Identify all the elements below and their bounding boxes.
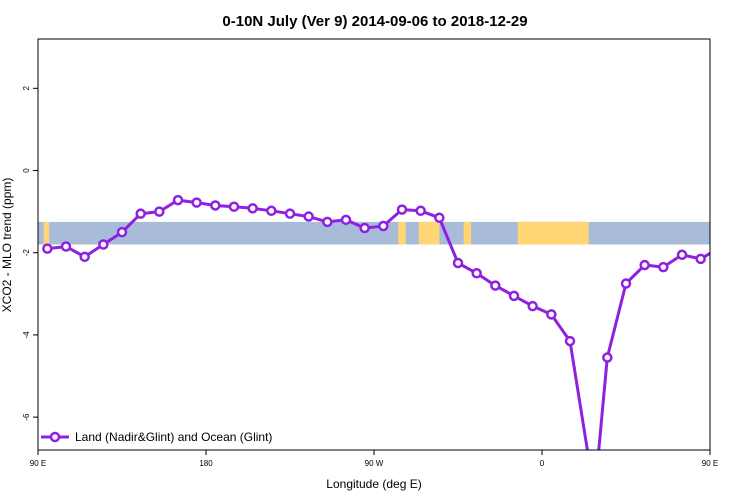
- data-point: [154, 206, 165, 217]
- x-tick-label: 180: [199, 459, 213, 468]
- data-point: [284, 208, 296, 219]
- data-point: [396, 204, 408, 215]
- data-point: [266, 205, 277, 217]
- data-point: [527, 300, 538, 312]
- y-tick-label: -6: [22, 413, 31, 421]
- map-band-land: [418, 221, 440, 245]
- data-point: [359, 222, 370, 234]
- data-point: [98, 239, 109, 250]
- data-point: [378, 220, 389, 232]
- x-tick-label: 0: [540, 459, 545, 468]
- x-axis-label: Longitude (deg E): [326, 477, 421, 491]
- legend-entry-label: Land (Nadir&Glint) and Ocean (Glint): [75, 430, 272, 444]
- data-point: [210, 200, 221, 211]
- data-point: [452, 257, 464, 269]
- data-point: [116, 226, 128, 238]
- data-point: [546, 309, 557, 320]
- x-tick-label: 90 W: [365, 459, 384, 468]
- data-point: [247, 203, 258, 214]
- y-axis-label: XCO2 - MLO trend (ppm): [0, 178, 14, 313]
- data-point: [602, 352, 613, 363]
- y-tick-label: -2: [22, 249, 31, 257]
- y-tick-label: 0: [22, 168, 31, 173]
- x-axis: 90 E 180 90 W 0 90 E: [30, 450, 718, 468]
- data-point: [415, 205, 426, 217]
- legend-marker: [49, 431, 61, 443]
- data-point: [508, 290, 520, 302]
- data-point: [564, 335, 576, 347]
- data-point: [434, 212, 445, 224]
- map-band-land: [463, 221, 472, 245]
- map-band: [38, 221, 710, 245]
- chart-title: 0-10N July (Ver 9) 2014-09-06 to 2018-12…: [222, 13, 527, 30]
- map-band-land: [43, 221, 50, 245]
- data-point: [695, 253, 706, 265]
- data-point: [60, 241, 72, 252]
- data-point: [42, 243, 53, 254]
- data-point: [303, 211, 314, 222]
- series-layer: [42, 194, 710, 450]
- data-point: [658, 261, 669, 273]
- legend: Land (Nadir&Glint) and Ocean (Glint): [41, 430, 272, 444]
- data-point: [490, 280, 501, 291]
- x-tick-label: 90 E: [702, 459, 718, 468]
- data-point: [676, 249, 688, 261]
- map-band-ocean: [38, 221, 710, 245]
- data-point: [228, 201, 240, 212]
- y-tick-label: 2: [22, 86, 31, 91]
- data-point: [471, 268, 482, 279]
- data-point: [79, 251, 90, 263]
- data-point: [135, 208, 146, 219]
- data-point: [172, 194, 184, 206]
- data-point: [340, 214, 352, 226]
- x-tick-label: 90 E: [30, 459, 46, 468]
- y-tick-label: -4: [22, 331, 31, 339]
- data-point: [639, 259, 650, 271]
- y-axis: 2 0 -2 -4 -6: [22, 86, 38, 421]
- data-point: [191, 197, 202, 208]
- map-band-land: [517, 221, 589, 245]
- data-point: [620, 278, 632, 289]
- map-band-land: [398, 221, 406, 245]
- data-point: [322, 216, 333, 228]
